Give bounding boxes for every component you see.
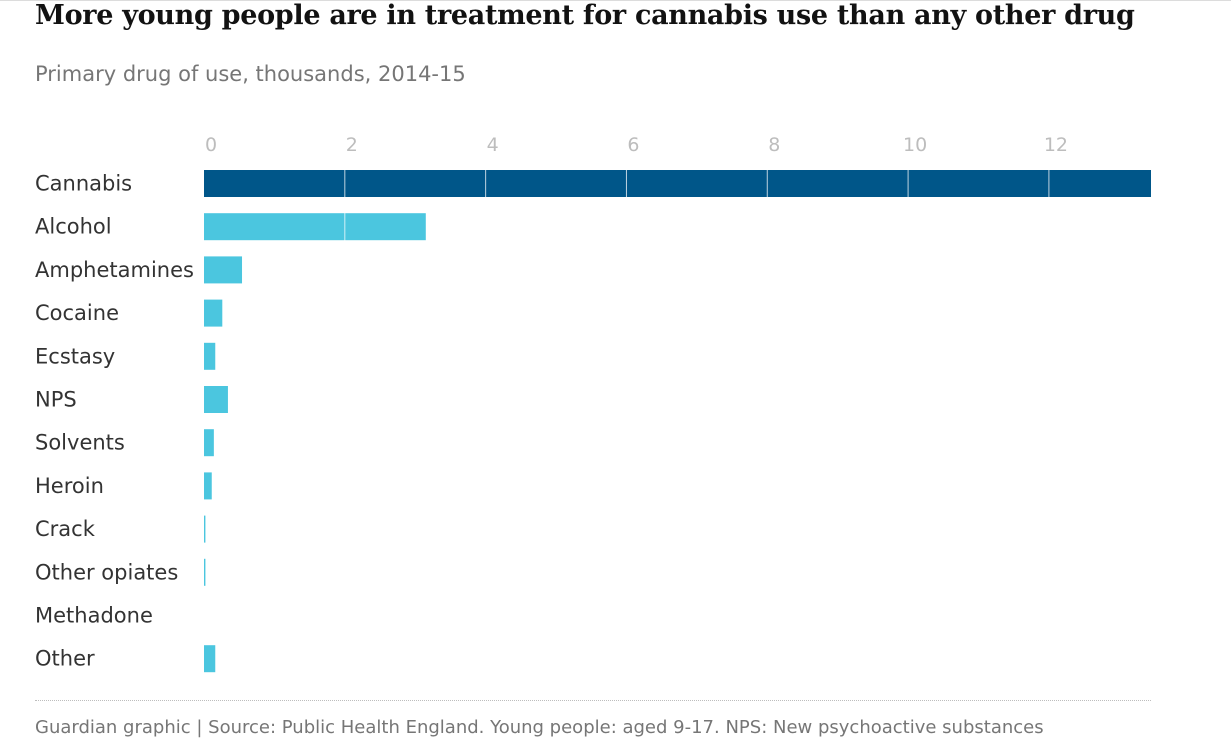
category-label: NPS [35,388,77,412]
category-label: Solvents [35,431,125,455]
gridlines [344,170,1050,673]
bars [204,170,1151,673]
category-labels: Cannabis Alcohol Amphetamines Cocaine Ecstas… [35,172,194,671]
bar [204,170,1151,197]
bar [204,472,212,500]
bar [204,558,206,586]
category-label: Alcohol [35,215,112,239]
bar [204,256,243,284]
x-tick-label: 2 [346,134,358,156]
x-tick-label: 8 [768,134,780,156]
x-tick-label: 12 [1044,134,1068,156]
footer-divider [35,700,1151,701]
category-label: Ecstasy [35,344,115,368]
bar [204,299,223,327]
category-label: Heroin [35,474,104,498]
bar [204,429,214,457]
category-label: Crack [35,517,96,541]
x-tick-label: 0 [205,134,217,156]
category-label: Cannabis [35,172,132,196]
category-label: Cocaine [35,301,119,325]
category-label: Other [35,647,95,671]
x-axis-ticks: 0 2 4 6 8 10 12 [205,134,1068,156]
bar [204,386,228,413]
top-rule [0,0,1231,1]
x-tick-label: 10 [903,134,927,156]
bar [204,515,206,543]
source-footer: Guardian graphic | Source: Public Health… [35,717,1044,738]
category-label: Other opiates [35,560,178,584]
category-label: Amphetamines [35,258,194,282]
bar-chart: 0 2 4 6 8 10 12 Cannabis Alcohol Amphetamines Coc… [35,134,1151,673]
x-tick-label: 4 [487,134,499,156]
x-tick-label: 6 [627,134,639,156]
bar [204,645,216,673]
chart-title: More young people are in treatment for c… [35,0,1135,31]
category-label: Methadone [35,604,153,628]
bar [204,342,216,370]
chart-subtitle: Primary drug of use, thousands, 2014-15 [35,62,466,86]
bar [204,213,426,241]
